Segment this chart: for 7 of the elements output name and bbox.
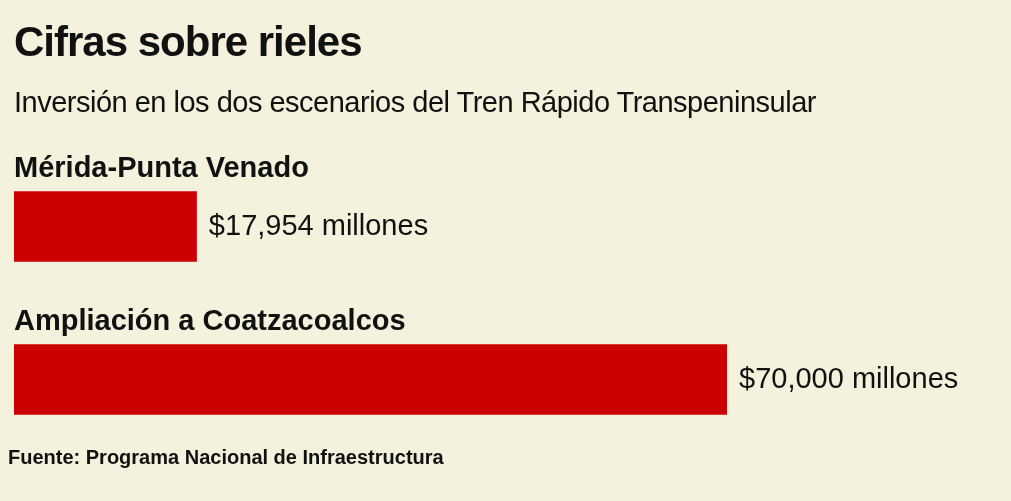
source-note: Fuente: Programa Nacional de Infraestructura: [8, 446, 444, 469]
chart-title: Cifras sobre rieles: [14, 18, 362, 66]
data-label: $17,954 millones: [208, 208, 429, 241]
chart-subtitle: Inversión en los dos escenarios del Tren Rápido Transpeninsular: [14, 86, 816, 119]
y-tick-label: Ampliación a Coatzacoalcos: [14, 304, 406, 337]
y-tick-label: Mérida-Punta Venado: [14, 151, 309, 184]
data-label: $70,000 millones: [739, 361, 959, 394]
